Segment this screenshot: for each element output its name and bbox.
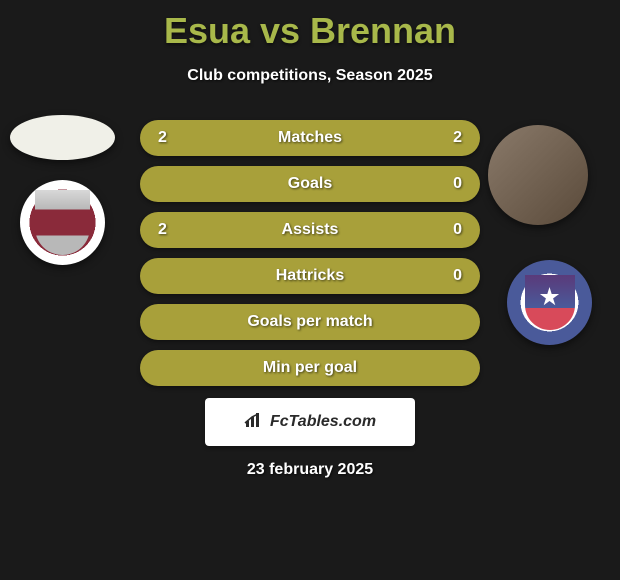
page-title: Esua vs Brennan (0, 0, 620, 52)
club-right-shield-icon (525, 275, 575, 330)
stat-label: Goals (178, 175, 442, 193)
stat-row-min-per-goal: Min per goal (140, 350, 480, 386)
stat-right-value: 0 (442, 175, 462, 193)
stat-row-assists: 2 Assists 0 (140, 212, 480, 248)
player-right-avatar (488, 125, 588, 225)
stat-right-value: 0 (442, 267, 462, 285)
stat-left-value: 2 (158, 129, 178, 147)
attribution-text: FcTables.com (270, 413, 376, 431)
club-left-logo (20, 180, 105, 265)
stat-label: Hattricks (178, 267, 442, 285)
club-right-logo (507, 260, 592, 345)
stat-row-hattricks: Hattricks 0 (140, 258, 480, 294)
stat-row-goals-per-match: Goals per match (140, 304, 480, 340)
stat-label: Matches (178, 129, 442, 147)
attribution-badge: FcTables.com (205, 398, 415, 446)
player-left-avatar (10, 115, 115, 160)
stat-label: Goals per match (178, 313, 442, 331)
stat-row-goals: Goals 0 (140, 166, 480, 202)
subtitle: Club competitions, Season 2025 (0, 67, 620, 85)
club-left-shield-icon (35, 190, 90, 255)
stat-right-value: 2 (442, 129, 462, 147)
date-label: 23 february 2025 (0, 461, 620, 479)
chart-icon (244, 411, 264, 434)
stat-row-matches: 2 Matches 2 (140, 120, 480, 156)
stat-label: Min per goal (178, 359, 442, 377)
stat-left-value: 2 (158, 221, 178, 239)
stat-right-value: 0 (442, 221, 462, 239)
stat-label: Assists (178, 221, 442, 239)
